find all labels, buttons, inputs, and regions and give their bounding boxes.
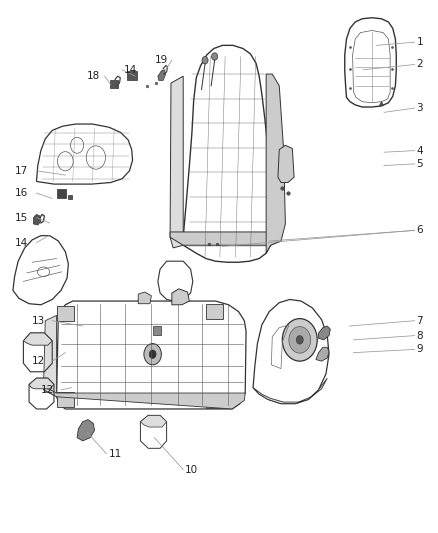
Polygon shape (253, 378, 327, 403)
Polygon shape (266, 74, 286, 253)
Text: 12: 12 (41, 385, 54, 395)
Polygon shape (170, 232, 281, 245)
Circle shape (144, 344, 161, 365)
FancyBboxPatch shape (110, 80, 118, 88)
Polygon shape (170, 76, 183, 248)
Polygon shape (43, 316, 57, 397)
Text: 3: 3 (417, 103, 423, 113)
Text: 17: 17 (14, 166, 28, 176)
Circle shape (149, 350, 156, 359)
Text: 15: 15 (14, 213, 28, 223)
FancyBboxPatch shape (152, 326, 161, 335)
Text: 19: 19 (154, 55, 168, 65)
FancyBboxPatch shape (57, 189, 66, 198)
Polygon shape (43, 386, 245, 409)
Text: 14: 14 (14, 238, 28, 247)
Text: 18: 18 (87, 71, 100, 81)
Text: 10: 10 (185, 465, 198, 474)
Text: 4: 4 (417, 146, 423, 156)
Circle shape (283, 319, 317, 361)
Bar (206, 393, 223, 408)
Text: 5: 5 (417, 159, 423, 169)
Text: 1: 1 (417, 37, 423, 47)
Text: 2: 2 (417, 60, 423, 69)
Text: 12: 12 (32, 356, 46, 366)
Bar (57, 306, 74, 321)
Text: 16: 16 (14, 188, 28, 198)
FancyBboxPatch shape (127, 71, 137, 80)
Polygon shape (316, 348, 329, 361)
Text: 7: 7 (417, 316, 423, 326)
Text: 8: 8 (417, 330, 423, 341)
Polygon shape (138, 292, 151, 304)
Text: 14: 14 (124, 65, 137, 75)
Polygon shape (77, 419, 95, 441)
Polygon shape (33, 214, 41, 225)
Text: 11: 11 (109, 449, 122, 458)
Circle shape (212, 53, 218, 60)
Circle shape (296, 336, 303, 344)
Circle shape (202, 56, 208, 64)
Circle shape (289, 327, 311, 353)
Text: 9: 9 (417, 344, 423, 354)
Text: 6: 6 (417, 225, 423, 236)
Bar (206, 304, 223, 319)
Polygon shape (158, 70, 166, 80)
Polygon shape (29, 378, 54, 389)
Polygon shape (318, 326, 330, 340)
Polygon shape (172, 289, 189, 305)
Text: 13: 13 (32, 316, 46, 326)
Polygon shape (141, 415, 166, 427)
Polygon shape (278, 146, 294, 182)
Bar (57, 392, 74, 407)
Polygon shape (23, 333, 52, 345)
